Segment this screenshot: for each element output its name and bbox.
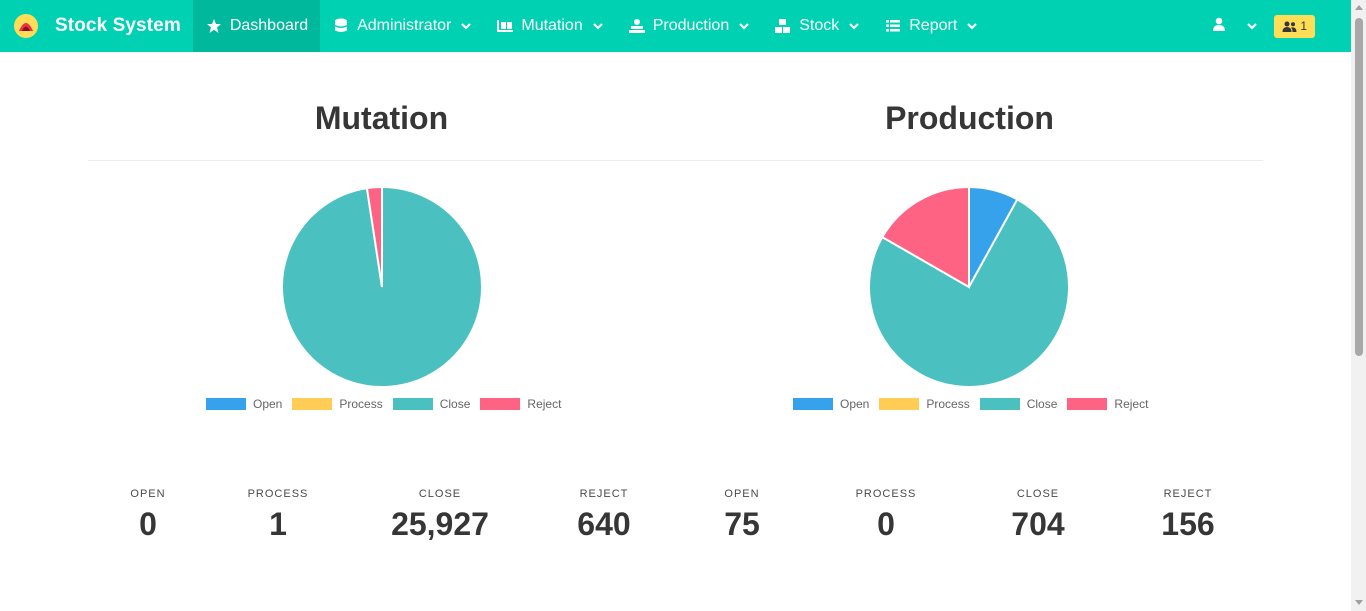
legend-label: Open bbox=[840, 397, 870, 411]
nav-administrator[interactable]: Administrator bbox=[320, 0, 484, 52]
brand-title: Stock System bbox=[55, 15, 181, 36]
brand-logo-icon bbox=[14, 14, 38, 38]
nav-mutation[interactable]: Mutation bbox=[484, 0, 615, 52]
nav-right: 1 bbox=[1200, 0, 1351, 52]
nav-report-label: Report bbox=[909, 17, 958, 34]
online-users-button[interactable]: 1 bbox=[1274, 14, 1315, 38]
nav-stock-label: Stock bbox=[799, 17, 840, 34]
legend-label: Open bbox=[253, 397, 283, 411]
chevron-down-icon bbox=[966, 20, 978, 32]
production-pie-chart[interactable] bbox=[859, 180, 1079, 395]
production-title: Production bbox=[885, 100, 1054, 136]
legend-swatch bbox=[392, 398, 433, 410]
section-divider bbox=[88, 160, 1263, 161]
stat-value: 75 bbox=[724, 506, 760, 542]
stat-production-reject: REJECT 156 bbox=[1118, 488, 1258, 543]
scroll-up-arrow-icon[interactable] bbox=[1355, 5, 1363, 10]
pie-slice-close[interactable] bbox=[868, 198, 1070, 388]
stat-heading: PROCESS bbox=[855, 488, 917, 500]
pie-slice-reject[interactable] bbox=[880, 185, 970, 289]
dolly-icon bbox=[496, 17, 514, 35]
legend-item-close[interactable]: Close bbox=[979, 397, 1058, 411]
chevron-down-icon bbox=[1246, 20, 1258, 32]
vertical-scrollbar[interactable] bbox=[1351, 0, 1366, 611]
nav-production-label: Production bbox=[652, 17, 730, 34]
nav-production[interactable]: Production bbox=[616, 0, 763, 52]
stat-heading: CLOSE bbox=[1016, 488, 1060, 500]
stat-value: 1 bbox=[269, 506, 287, 542]
stat-production-close: CLOSE 704 bbox=[968, 488, 1108, 543]
user-icon bbox=[1212, 17, 1226, 36]
legend-swatch bbox=[206, 398, 246, 410]
pie-slice-reject[interactable] bbox=[365, 185, 383, 288]
stat-production-process: PROCESS 0 bbox=[816, 488, 956, 543]
nav-report[interactable]: Report bbox=[872, 0, 990, 52]
production-legend: Open Process Close Reject bbox=[793, 397, 1158, 411]
legend-item-process[interactable]: Process bbox=[292, 397, 383, 411]
legend-item-reject[interactable]: Reject bbox=[1067, 397, 1148, 411]
online-users-count: 1 bbox=[1300, 19, 1307, 33]
legend-label: Reject bbox=[1114, 397, 1149, 411]
mutation-legend: Open Process Close Reject bbox=[206, 397, 571, 411]
legend-label: Reject bbox=[527, 397, 562, 411]
stat-value: 0 bbox=[139, 506, 157, 542]
top-navbar: Stock System Dashboard Administrator Mut… bbox=[0, 0, 1351, 52]
boxes-icon bbox=[774, 17, 792, 35]
stat-heading: OPEN bbox=[130, 488, 166, 500]
user-menu[interactable] bbox=[1200, 17, 1274, 36]
scroll-down-arrow-icon[interactable] bbox=[1355, 600, 1363, 605]
brand[interactable]: Stock System bbox=[0, 0, 193, 52]
industry-icon bbox=[628, 17, 646, 35]
chevron-down-icon bbox=[738, 20, 750, 32]
stat-value: 25,927 bbox=[391, 506, 489, 542]
legend-swatch bbox=[979, 398, 1020, 410]
legend-swatch bbox=[292, 398, 333, 410]
legend-item-process[interactable]: Process bbox=[879, 397, 970, 411]
chevron-down-icon bbox=[592, 20, 604, 32]
legend-label: Process bbox=[926, 397, 970, 411]
legend-swatch bbox=[879, 398, 920, 410]
stat-heading: CLOSE bbox=[418, 488, 462, 500]
stat-value: 704 bbox=[1011, 506, 1065, 542]
stat-value: 640 bbox=[577, 506, 631, 542]
legend-item-close[interactable]: Close bbox=[392, 397, 471, 411]
nav-stock[interactable]: Stock bbox=[762, 0, 872, 52]
stat-heading: REJECT bbox=[1163, 488, 1213, 500]
stat-value: 0 bbox=[877, 506, 895, 542]
nav-dashboard-label: Dashboard bbox=[229, 17, 309, 34]
nav-dashboard[interactable]: Dashboard bbox=[192, 0, 321, 52]
database-icon bbox=[332, 17, 350, 35]
stat-mutation-close: CLOSE 25,927 bbox=[370, 488, 510, 543]
nav-mutation-label: Mutation bbox=[521, 17, 583, 34]
legend-swatch bbox=[1067, 398, 1108, 410]
stat-heading: PROCESS bbox=[247, 488, 309, 500]
mutation-title: Mutation bbox=[314, 100, 449, 136]
stat-value: 156 bbox=[1161, 506, 1215, 542]
legend-item-open[interactable]: Open bbox=[793, 397, 869, 411]
star-icon bbox=[205, 17, 223, 35]
legend-swatch bbox=[480, 398, 521, 410]
users-icon bbox=[1282, 21, 1297, 32]
legend-swatch bbox=[793, 398, 833, 410]
nav-administrator-label: Administrator bbox=[357, 17, 452, 34]
stat-heading: OPEN bbox=[724, 488, 760, 500]
scroll-thumb[interactable] bbox=[1355, 18, 1363, 356]
stat-production-open: OPEN 75 bbox=[672, 488, 812, 543]
mutation-pie-chart[interactable] bbox=[272, 180, 492, 395]
stat-mutation-process: PROCESS 1 bbox=[208, 488, 348, 543]
stat-mutation-reject: REJECT 640 bbox=[534, 488, 674, 543]
list-icon bbox=[884, 17, 902, 35]
legend-label: Process bbox=[339, 397, 383, 411]
legend-label: Close bbox=[1026, 397, 1058, 411]
stat-mutation-open: OPEN 0 bbox=[78, 488, 218, 543]
legend-label: Close bbox=[439, 397, 471, 411]
stat-heading: REJECT bbox=[579, 488, 629, 500]
chevron-down-icon bbox=[460, 20, 472, 32]
legend-item-reject[interactable]: Reject bbox=[480, 397, 561, 411]
chevron-down-icon bbox=[848, 20, 860, 32]
legend-item-open[interactable]: Open bbox=[206, 397, 282, 411]
